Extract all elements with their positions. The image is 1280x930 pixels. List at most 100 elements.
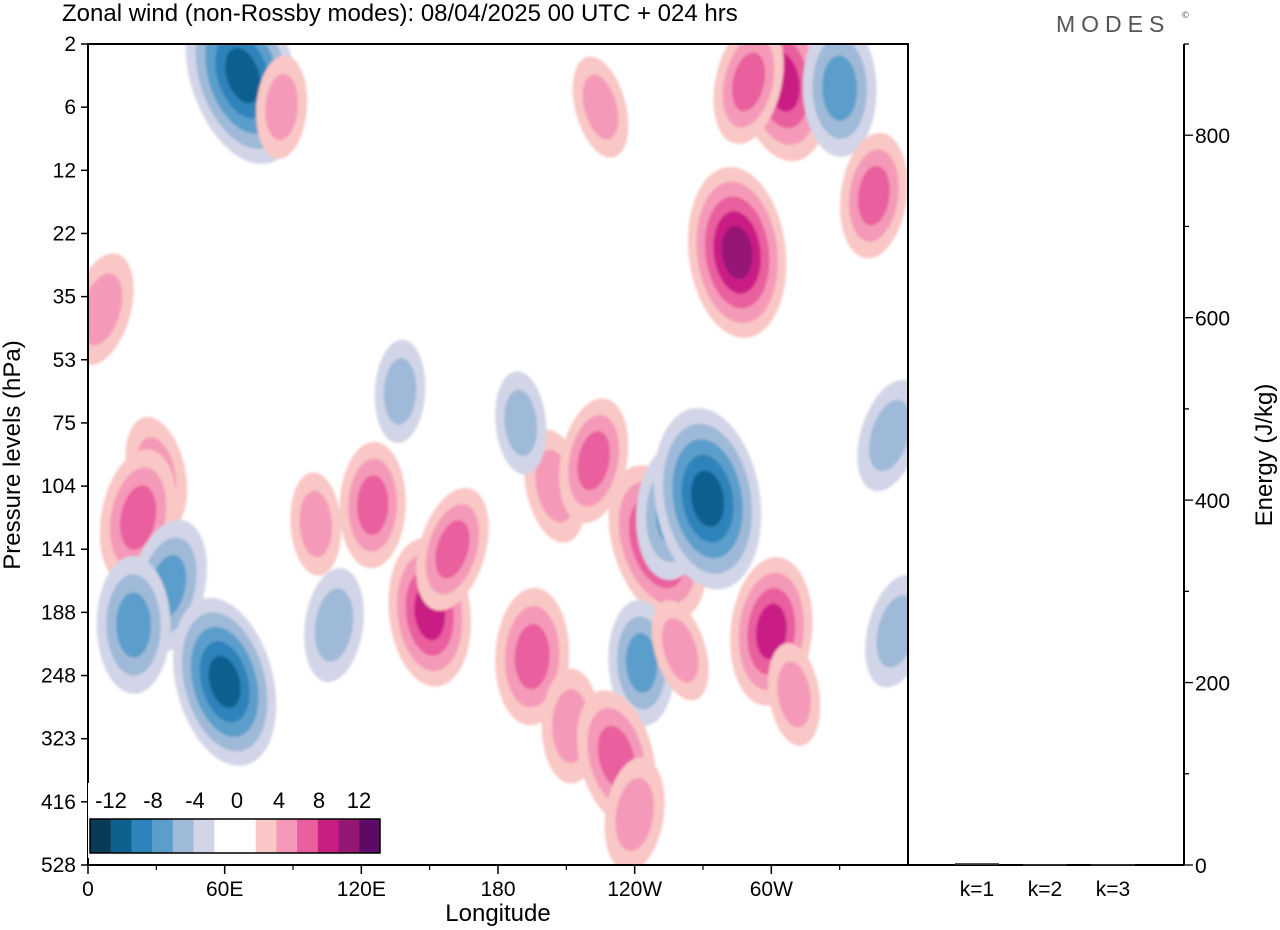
pressure-tick-label: 2	[64, 33, 76, 56]
colorbar: -12 -8 -4 0 4 8 12	[88, 783, 384, 858]
wind-anomaly	[416, 487, 489, 611]
y-axis-label: Pressure levels (hPa)	[0, 340, 26, 569]
longitude-tick-label: 120E	[337, 878, 386, 901]
wind-anomaly	[290, 472, 342, 576]
energy-category-label: k=3	[1096, 878, 1130, 901]
wind-anomaly	[304, 567, 364, 683]
pressure-tick-label: 22	[53, 222, 76, 245]
pressure-tick-label: 528	[41, 854, 76, 877]
colorbar-swatch	[172, 819, 194, 853]
energy-bar	[955, 863, 999, 865]
wind-contour	[208, 655, 241, 708]
wind-anomaly	[173, 597, 277, 766]
colorbar-label: -8	[143, 788, 163, 813]
pressure-tick-label: 104	[41, 475, 76, 498]
pressure-tick-label: 35	[53, 286, 76, 309]
longitude-tick-label: 60E	[206, 878, 243, 901]
x-axis-label: Longitude	[445, 900, 550, 927]
wind-contour	[857, 165, 890, 226]
wind-contour	[514, 624, 550, 690]
energy-bar	[1023, 864, 1067, 866]
energy-bar	[1091, 864, 1135, 866]
colorbar-swatch	[297, 819, 319, 853]
wind-contour	[88, 273, 123, 346]
colorbar-swatch	[317, 819, 339, 853]
colorbar-swatch	[255, 819, 277, 853]
wind-contour	[721, 225, 753, 279]
colorbar-swatch	[131, 819, 153, 853]
wind-anomaly	[96, 556, 171, 694]
energy-tick-label: 800	[1195, 125, 1230, 148]
brand-name: MODES	[1056, 11, 1170, 37]
longitude-tick-label: 0	[82, 878, 94, 901]
wind-anomaly	[88, 253, 134, 366]
wind-anomaly	[559, 398, 629, 524]
colorbar-labels: -12 -8 -4 0 4 8 12	[95, 788, 371, 813]
wind-contour	[625, 633, 658, 693]
wind-contour	[876, 595, 908, 668]
energy-axis-label: Energy (J/kg)	[1251, 384, 1278, 527]
pressure-tick-label: 12	[53, 159, 76, 182]
energy-tick-label: 200	[1195, 673, 1230, 696]
colorbar-swatch	[214, 819, 236, 853]
pressure-tick-label: 6	[64, 96, 76, 119]
wind-contour	[383, 358, 417, 425]
longitude-axis: 0 60E 120E 180 120W 60W	[82, 865, 841, 901]
chart-title: Zonal wind (non-Rossby modes): 08/04/202…	[62, 0, 738, 27]
pressure-tick-label: 416	[41, 791, 76, 814]
colorbar-swatch	[359, 819, 381, 853]
wind-anomaly	[713, 44, 784, 144]
wind-contour	[119, 485, 157, 550]
colorbar-swatch	[193, 819, 215, 853]
energy-tick-label: 400	[1195, 490, 1230, 513]
energy-panel: 0 200 400 600 800 k=1 k=2 k=3	[908, 43, 1230, 901]
longitude-tick-label: 180	[480, 878, 515, 901]
energy-tick-label: 0	[1195, 855, 1207, 878]
pressure-axis: 2 6 12 22 35 53 75 104 141 188 248 323 416 528	[41, 33, 88, 877]
wind-anomaly	[374, 339, 426, 444]
wind-contour	[504, 389, 538, 457]
wind-anomaly	[495, 371, 547, 475]
wind-contour	[868, 399, 908, 472]
brand-mark: ©	[1181, 11, 1190, 21]
wind-anomaly	[865, 575, 908, 688]
colorbar-swatch	[235, 819, 257, 853]
energy-category-label: k=1	[960, 878, 994, 901]
energy-axis: 0 200 400 600 800	[1184, 43, 1230, 878]
wind-contour	[582, 74, 619, 140]
wind-contour	[314, 588, 354, 662]
colorbar-label: 4	[273, 788, 285, 813]
pressure-tick-label: 75	[53, 412, 76, 435]
colorbar-swatch	[276, 819, 298, 853]
wind-anomaly	[651, 600, 709, 701]
wind-contour	[299, 490, 333, 558]
colorbar-label: 8	[313, 788, 325, 813]
wind-anomaly	[256, 55, 308, 159]
pressure-tick-label: 248	[41, 665, 76, 688]
colorbar-swatch	[110, 819, 132, 853]
colorbar-swatch	[338, 819, 360, 853]
wind-contour	[225, 48, 261, 104]
wind-contour	[615, 777, 654, 852]
pressure-tick-label: 323	[41, 728, 76, 751]
wind-contour	[435, 520, 470, 579]
colorbar-label: -4	[185, 788, 205, 813]
colorbar-label: -12	[95, 788, 127, 813]
wind-contour	[822, 55, 858, 121]
wind-contour	[755, 603, 787, 660]
colorbar-swatch	[152, 819, 174, 853]
wind-anomaly	[572, 56, 629, 158]
colorbar-swatch	[90, 819, 112, 853]
wind-contour	[731, 52, 766, 112]
wind-anomaly	[687, 166, 787, 338]
pressure-tick-label: 188	[41, 601, 76, 624]
energy-tick-label: 600	[1195, 308, 1230, 331]
energy-bars	[955, 863, 1135, 866]
wind-anomaly	[653, 407, 762, 590]
wind-contour	[577, 431, 611, 491]
wind-anomaly	[857, 379, 908, 492]
wind-contour	[690, 470, 725, 527]
energy-categories: k=1 k=2 k=3	[960, 878, 1130, 901]
longitude-tick-label: 120W	[607, 878, 662, 901]
